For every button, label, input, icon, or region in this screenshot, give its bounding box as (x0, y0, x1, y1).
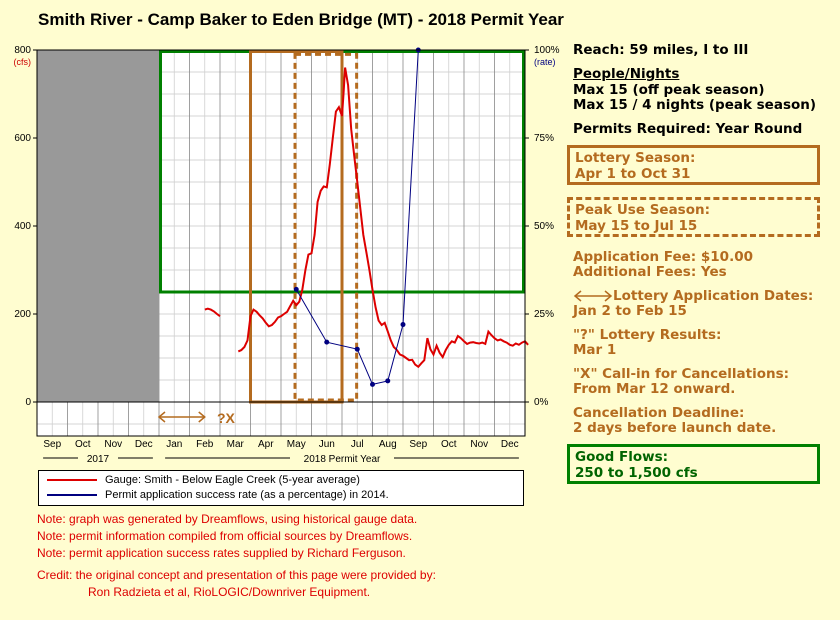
lottery-season-dates: Apr 1 to Oct 31 (575, 166, 691, 182)
series-layer (204, 47, 529, 387)
people-heading: People/Nights (573, 66, 680, 82)
y-right-tick-label: 50% (534, 221, 554, 232)
legend-blue-swatch (47, 494, 97, 497)
reach-text: Reach: 59 miles, I to III (573, 42, 749, 58)
flow-permit-chart: 0 200 400 600 800(cfs) 0% 25% 50% 75% 100%(rate) S… (14, 45, 560, 465)
good-flows-title: Good Flows: (575, 449, 669, 465)
x-month-label: Dec (501, 439, 519, 450)
peak-season-title: Peak Use Season: (575, 202, 710, 218)
peak-season-box: Peak Use Season: May 15 to Jul 15 (567, 197, 820, 237)
x-month-label: Jul (351, 439, 364, 450)
lottery-season-title: Lottery Season: (575, 150, 696, 166)
callin-date: From Mar 12 onward. (573, 381, 736, 397)
lottery-marker-label: ?X (217, 410, 236, 426)
x-month-label: Oct (75, 439, 91, 450)
y-left-unit: (cfs) (14, 57, 32, 67)
x-month-label: Sep (409, 439, 427, 450)
lottery-app-title: Lottery Application Dates: (573, 288, 813, 304)
note-2: Note: permit information compiled from o… (37, 529, 413, 543)
double-arrow-icon (573, 290, 613, 302)
x-month-label: Nov (104, 439, 122, 450)
y-left-tick-label: 0 (25, 397, 31, 408)
credit-line-1: Credit: the original concept and present… (37, 568, 436, 582)
x-month-label: Feb (196, 439, 214, 450)
x-month-label: Oct (441, 439, 457, 450)
y-right-unit: (rate) (534, 57, 556, 67)
lottery-app-title-text: Lottery Application Dates: (613, 288, 814, 304)
x-month-label: Apr (258, 439, 274, 450)
x-month-label: Mar (227, 439, 245, 450)
lottery-arrow-left-head (157, 411, 166, 423)
y-right-tick-label: 25% (534, 309, 554, 320)
success-rate-point (354, 346, 360, 352)
lottery-season-box: Lottery Season: Apr 1 to Oct 31 (567, 145, 820, 185)
application-fee: Application Fee: $10.00 (573, 249, 753, 265)
note-3: Note: permit application success rates s… (37, 546, 406, 560)
year-label-2018: 2018 Permit Year (304, 454, 381, 465)
lottery-results-title: "?" Lottery Results: (573, 327, 722, 343)
y-right-tick-label: 0% (534, 397, 549, 408)
x-month-label: Sep (43, 439, 61, 450)
gauge-series-line (237, 67, 529, 369)
legend-success-rate: Permit application success rate (as a pe… (47, 489, 389, 503)
additional-fees: Additional Fees: Yes (573, 264, 727, 280)
x-month-label: Nov (470, 439, 488, 450)
y-right-tick-label: 100% (534, 45, 560, 56)
success-rate-point (293, 286, 299, 292)
page-title: Smith River - Camp Baker to Eden Bridge … (38, 10, 564, 29)
y-left-tick-label: 400 (14, 221, 31, 232)
cancel-deadline-desc: 2 days before launch date. (573, 420, 777, 436)
good-flows-range: 250 to 1,500 cfs (575, 465, 698, 481)
y-right-tick-label: 75% (534, 133, 554, 144)
legend-gauge-label: Gauge: Smith - Below Eagle Creek (5-year… (105, 474, 360, 486)
permits-text: Permits Required: Year Round (573, 121, 803, 137)
legend: Gauge: Smith - Below Eagle Creek (5-year… (38, 470, 524, 506)
y-left-tick-label: 600 (14, 133, 31, 144)
lottery-arrow-right-head (198, 411, 206, 423)
success-rate-point (400, 322, 406, 328)
cancel-deadline-title: Cancellation Deadline: (573, 405, 745, 421)
off-season-region (37, 50, 159, 402)
x-month-label: May (287, 439, 306, 450)
credit-line-2: Ron Radzieta et al, RioLOGIC/Downriver E… (88, 585, 371, 599)
lottery-results-date: Mar 1 (573, 342, 617, 358)
regions (37, 50, 525, 404)
peak-season-region (293, 52, 359, 402)
year-label-2017: 2017 (87, 454, 110, 465)
success-rate-point (370, 381, 375, 387)
plot-border (36, 49, 526, 437)
peak-season-dates: May 15 to Jul 15 (575, 218, 698, 234)
people-line-1: Max 15 (off peak season) (573, 82, 765, 98)
y-left-tick-label: 200 (14, 309, 31, 320)
legend-gauge: Gauge: Smith - Below Eagle Creek (5-year… (47, 474, 360, 488)
y-left-tick-label: 800 (14, 45, 31, 56)
legend-success-label: Permit application success rate (as a pe… (105, 489, 389, 501)
x-month-label: Aug (379, 439, 397, 450)
x-month-label: Jan (166, 439, 182, 450)
success-rate-point (324, 339, 330, 345)
x-month-label: Jun (319, 439, 335, 450)
axes: 0 200 400 600 800(cfs) 0% 25% 50% 75% 100%(rate) S… (14, 45, 560, 465)
gauge-series-line (204, 307, 221, 318)
people-line-2: Max 15 / 4 nights (peak season) (573, 97, 817, 113)
x-month-label: Dec (135, 439, 153, 450)
callin-title: "X" Call-in for Cancellations: (573, 366, 790, 382)
note-1: Note: graph was generated by Dreamflows,… (37, 512, 418, 526)
success-rate-point (385, 378, 391, 384)
lottery-app-dates: Jan 2 to Feb 15 (573, 303, 687, 319)
good-flows-box: Good Flows: 250 to 1,500 cfs (567, 444, 820, 484)
legend-red-swatch (47, 479, 97, 482)
